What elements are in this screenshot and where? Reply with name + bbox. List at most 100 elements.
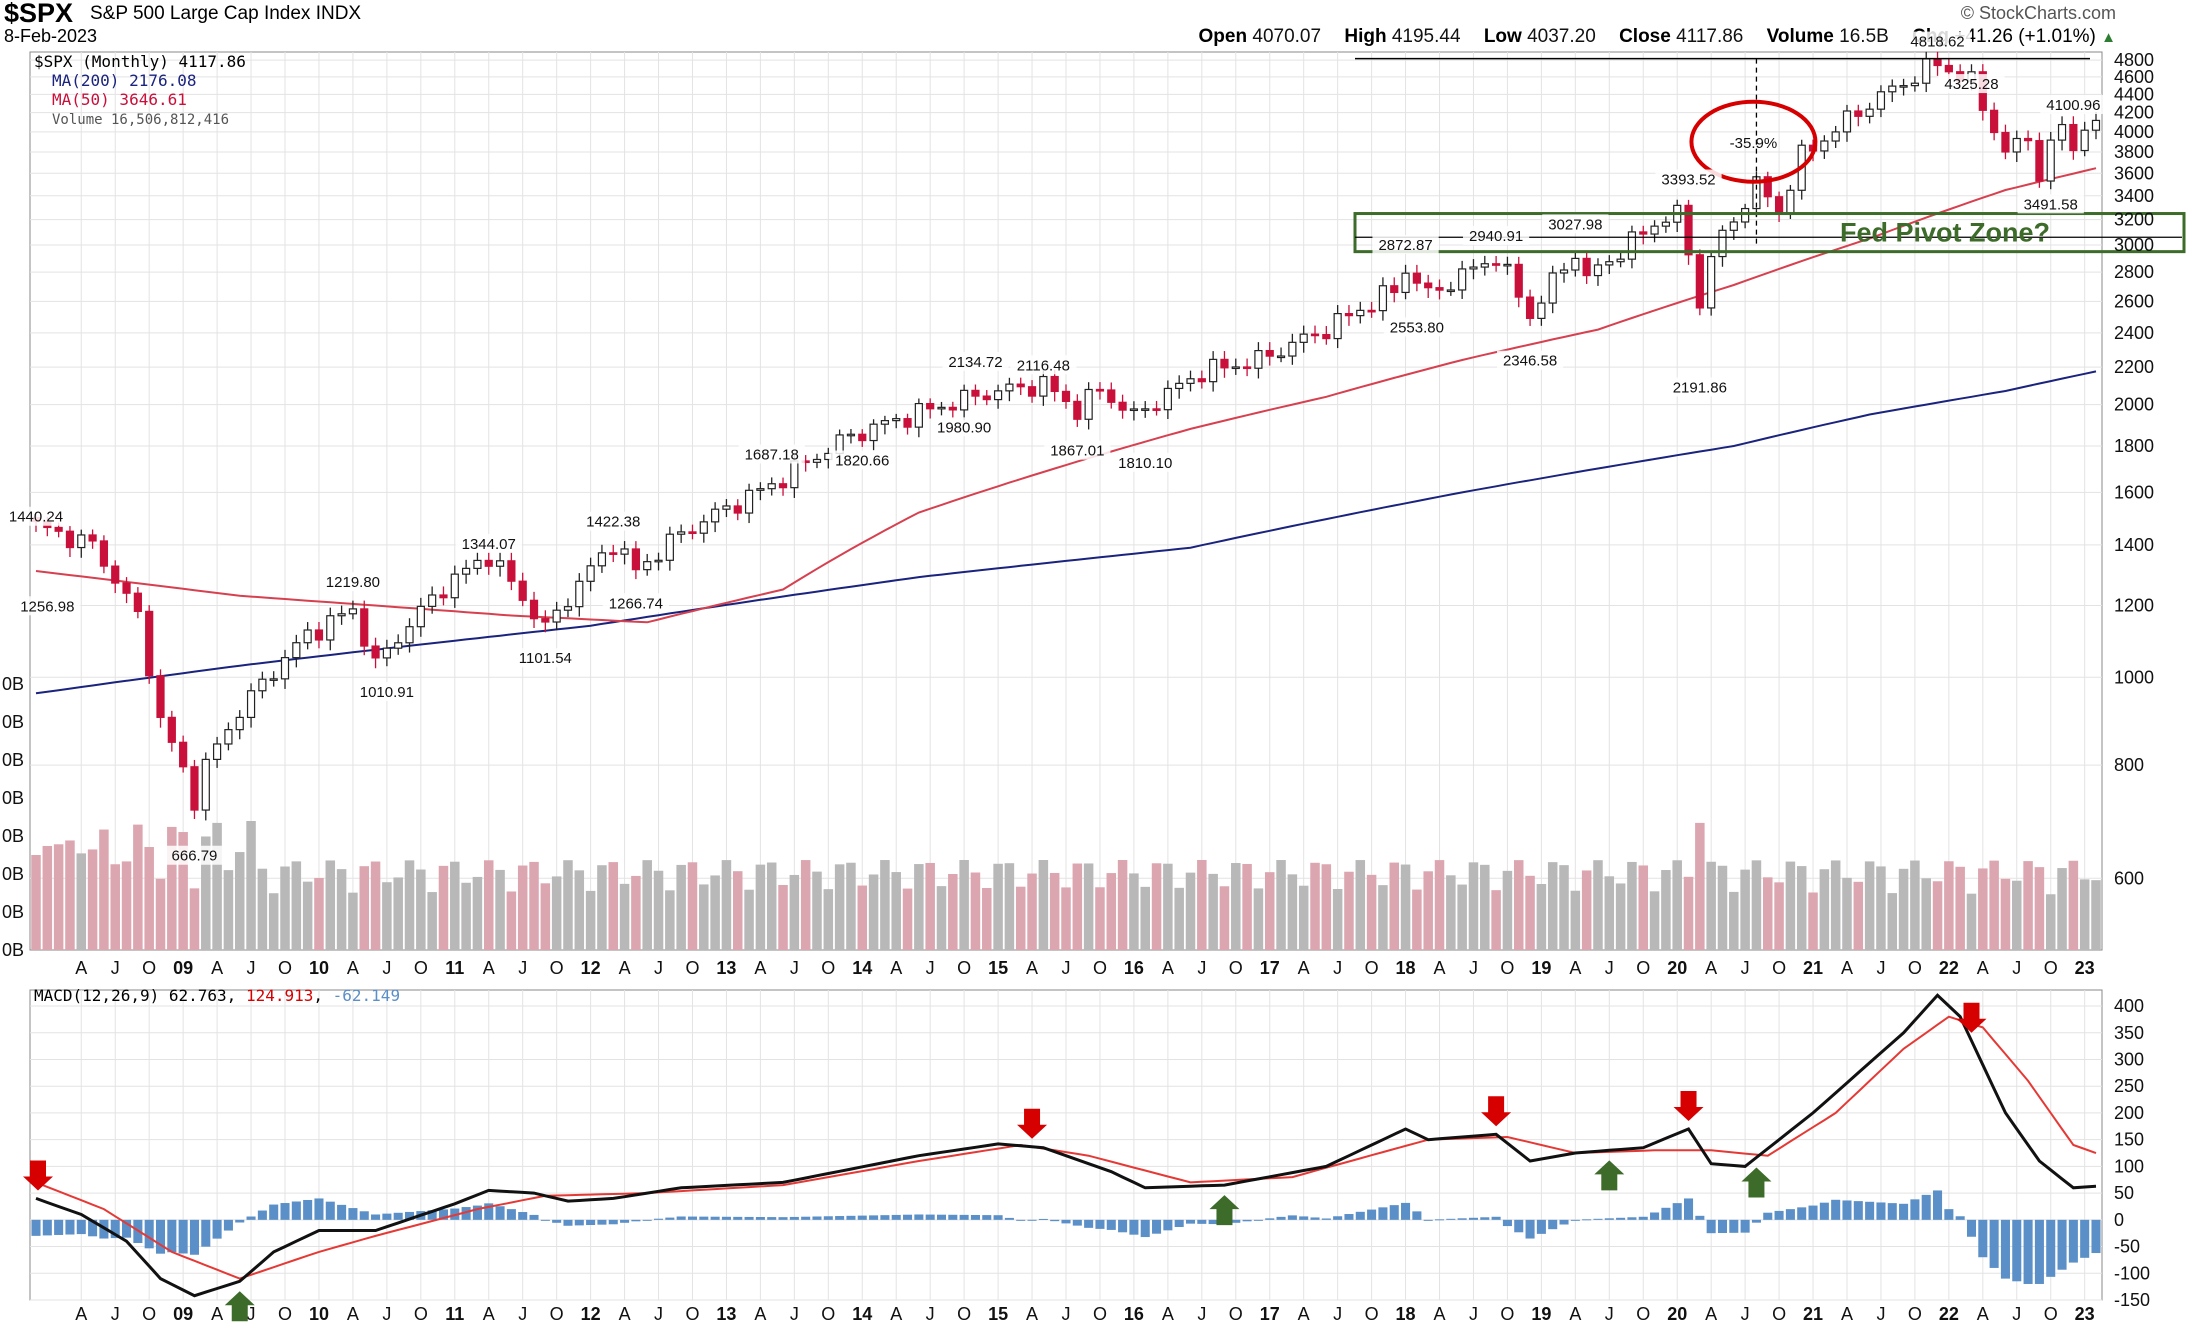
sell-arrow-icon [1017, 1108, 1048, 1139]
stockcharts-credit[interactable]: © StockCharts.com [1960, 3, 2116, 23]
candle-body [1084, 388, 1093, 420]
time-axis-tick: O [1500, 958, 1514, 978]
volume-bar [517, 865, 528, 950]
candle-body [597, 552, 607, 567]
volume-bar [1298, 885, 1309, 950]
macd-histogram-bar [110, 1219, 120, 1239]
candle-body [1186, 378, 1195, 384]
price-axis-tick: 1800 [2114, 436, 2154, 456]
macd-histogram-bar [642, 1219, 652, 1221]
candle-body [269, 678, 278, 681]
macd-histogram-bar [608, 1219, 618, 1225]
volume-bar [1423, 871, 1433, 950]
macd-time-axis-tick: 11 [445, 1304, 464, 1324]
volume-bar [1955, 866, 1965, 950]
volume-bar [1491, 890, 1501, 950]
macd-histogram-bar [1740, 1219, 1750, 1233]
macd-histogram-bar [1933, 1190, 1943, 1220]
volume-bar [1038, 860, 1049, 950]
candle-body [880, 420, 890, 425]
price-axis-tick: 2400 [2114, 323, 2154, 343]
time-axis-tick: J [654, 958, 663, 978]
macd-histogram-bar [212, 1219, 222, 1239]
macd-time-axis-tick: 22 [1939, 1304, 1959, 1324]
volume-bar [1129, 873, 1139, 950]
macd-histogram-bar [155, 1219, 166, 1254]
candle-body [620, 548, 629, 555]
time-axis-tick: J [1333, 958, 1342, 978]
drawdown-circle [1689, 99, 1818, 184]
macd-histogram-bar [1174, 1219, 1184, 1227]
time-axis-tick: J [1197, 958, 1206, 978]
macd-histogram-bar [1401, 1202, 1411, 1220]
macd-time-axis-tick: A [1841, 1304, 1853, 1324]
volume-bar [1785, 861, 1796, 950]
candle-body [1288, 341, 1297, 357]
macd-histogram-bar [1695, 1215, 1705, 1220]
macd-time-axis-tick: 19 [1531, 1304, 1551, 1324]
macd-histogram-bar [65, 1219, 75, 1235]
volume-bar [1944, 861, 1954, 950]
candle-body [778, 483, 788, 489]
candle-body [1129, 408, 1139, 412]
macd-histogram-bar [223, 1219, 233, 1231]
time-axis-tick: O [2044, 958, 2058, 978]
volume-bar [823, 889, 834, 950]
time-axis-tick: O [1772, 958, 1786, 978]
volume-bar [1808, 892, 1818, 950]
candle-body [1661, 221, 1670, 227]
macd-histogram-bar [2034, 1219, 2044, 1284]
time-axis-tick: O [414, 958, 428, 978]
macd-histogram-bar [1899, 1203, 1909, 1220]
price-label-bg [1044, 440, 1111, 460]
macd-time-axis-tick: A [1162, 1304, 1174, 1324]
time-axis-tick: J [790, 958, 799, 978]
volume-bar [1649, 891, 1660, 950]
price-label: 4325.28 [1944, 76, 1998, 93]
volume-axis-tick: 0B [2, 674, 24, 694]
candle-body [1424, 282, 1433, 289]
price-label: 2872.87 [1378, 237, 1432, 254]
candle-body [1990, 109, 1999, 134]
volume-bar [1604, 876, 1615, 950]
chart-date: 8-Feb-2023 [4, 26, 98, 46]
price-axis-tick: 3200 [2114, 210, 2154, 230]
price-label: 1266.74 [609, 595, 663, 612]
low-label: Low [1483, 26, 1522, 47]
macd-legend-label: MACD(12,26,9) 62.763, 124.913, -62.149 [34, 986, 400, 1005]
macd-histogram-bar [959, 1214, 969, 1220]
volume-bar [370, 861, 381, 950]
macd-histogram-bar [778, 1217, 788, 1220]
macd-time-axis-tick: J [111, 1304, 120, 1324]
macd-time-axis-tick: O [414, 1304, 428, 1324]
macd-time-axis-tick: J [1333, 1304, 1342, 1324]
candle-body [1922, 58, 1931, 84]
macd-histogram-bar [461, 1207, 471, 1220]
macd-histogram-bar [1027, 1219, 1037, 1221]
candle-body [1899, 85, 1908, 88]
candle-body [914, 402, 923, 428]
volume-bar [1898, 868, 1909, 950]
macd-histogram-bar [1491, 1216, 1501, 1220]
macd-time-axis-tick: A [1705, 1304, 1717, 1324]
volume-bar [2000, 878, 2011, 950]
macd-histogram-bar [1842, 1200, 1852, 1220]
macd-histogram-bar [982, 1215, 992, 1220]
macd-histogram-bar [1593, 1218, 1603, 1220]
macd-histogram-bar [1367, 1209, 1377, 1220]
candle-body [495, 560, 505, 567]
candle-body [99, 540, 109, 567]
volume-bar [1513, 860, 1524, 950]
macd-time-axis-tick: 10 [309, 1304, 329, 1324]
volume-value: 16.5B [1839, 26, 1889, 47]
volume-bar [1638, 865, 1649, 950]
candle-body [156, 675, 165, 718]
price-label: 4818.62 [1910, 34, 1964, 51]
price-axis-tick: 4200 [2114, 103, 2154, 123]
macd-histogram-bar [382, 1213, 392, 1220]
macd-time-axis-tick: 20 [1667, 1304, 1687, 1324]
macd-histogram-bar [42, 1219, 52, 1236]
price-axis-tick: 1000 [2114, 667, 2154, 687]
macd-time-axis-tick: O [1636, 1304, 1650, 1324]
ma50-line [35, 167, 2097, 624]
